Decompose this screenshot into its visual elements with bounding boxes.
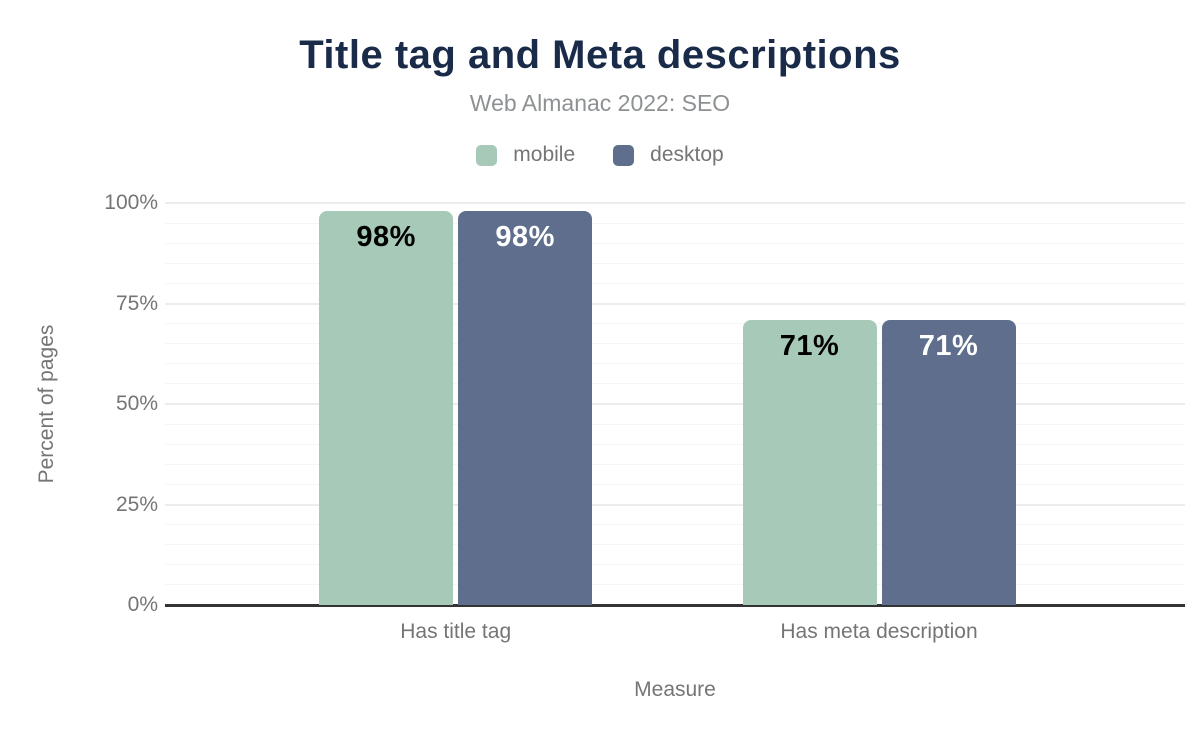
bar-value-label: 98%: [495, 221, 555, 254]
minor-gridline: [165, 483, 1185, 485]
x-axis-title: Measure: [634, 678, 716, 701]
plot-area: 98% 98% 71% 71%: [165, 202, 1185, 607]
y-axis-tick-label: 75%: [115, 291, 158, 315]
major-gridline: [165, 403, 1185, 405]
minor-gridline: [165, 282, 1185, 284]
minor-gridline: [165, 222, 1185, 224]
legend: mobile desktop: [0, 143, 1200, 167]
minor-gridline: [165, 443, 1185, 445]
minor-gridline: [165, 343, 1185, 345]
legend-item-mobile: mobile: [476, 143, 575, 167]
legend-item-desktop: desktop: [613, 143, 724, 167]
minor-gridline: [165, 524, 1185, 526]
minor-gridline: [165, 564, 1185, 566]
major-gridline: [165, 503, 1185, 506]
page-title: Title tag and Meta descriptions: [299, 33, 901, 77]
minor-gridline: [165, 383, 1185, 385]
minor-gridline: [165, 262, 1185, 264]
x-axis-tick-label: Has meta description: [780, 620, 978, 643]
minor-gridline: [165, 544, 1185, 546]
bar-desktop-1[interactable]: 71%: [881, 319, 1016, 605]
x-axis-line: [165, 604, 1185, 607]
minor-gridline: [165, 423, 1185, 425]
bar-desktop-0[interactable]: 98%: [458, 211, 593, 605]
bar-mobile-1[interactable]: 71%: [742, 319, 877, 605]
y-axis-tick-label: 50%: [115, 392, 158, 415]
bar-value-label: 71%: [779, 329, 840, 362]
minor-gridline: [165, 463, 1185, 465]
major-gridline: [165, 202, 1185, 204]
major-gridline: [165, 302, 1185, 305]
y-axis: 0% 25% 50% 75% 100%: [0, 191, 158, 616]
bar-mobile-0[interactable]: 98%: [319, 211, 454, 605]
minor-gridline: [165, 323, 1185, 325]
legend-label-desktop: desktop: [650, 143, 724, 166]
bar-value-label: 71%: [918, 329, 979, 362]
minor-gridline: [165, 242, 1185, 244]
page-subtitle: Web Almanac 2022: SEO: [469, 90, 731, 116]
minor-gridline: [165, 363, 1185, 365]
legend-swatch-desktop: [613, 144, 635, 166]
y-axis-tick-label: 25%: [115, 492, 158, 516]
y-axis-tick-label: 0%: [127, 593, 158, 616]
x-axis-tick-label: Has title tag: [400, 620, 512, 643]
minor-gridline: [165, 584, 1185, 586]
x-axis: Has title tag Has meta description: [165, 620, 1185, 650]
y-axis-tick-label: 100%: [104, 191, 158, 214]
legend-swatch-mobile: [476, 144, 498, 166]
bar-value-label: 98%: [356, 221, 416, 254]
legend-label-mobile: mobile: [513, 143, 576, 166]
